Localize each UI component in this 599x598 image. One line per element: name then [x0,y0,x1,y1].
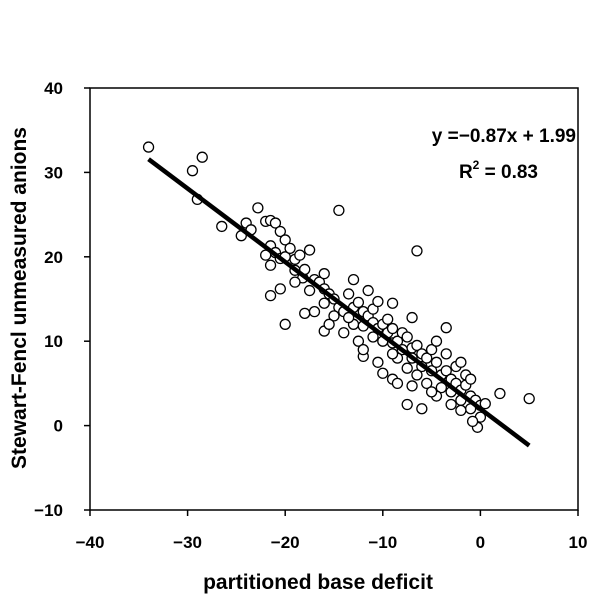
data-point [367,331,379,343]
y-tick-label: −10 [34,501,63,520]
data-point [323,318,335,330]
data-point [372,356,384,368]
data-point [401,331,413,343]
data-point [269,217,282,229]
r-squared-value: = 0.83 [479,162,538,183]
y-tick-label: 10 [44,332,63,351]
data-point [279,318,291,330]
x-tick-label: 10 [569,533,588,552]
regression-line [147,157,531,448]
data-point [406,380,418,392]
data-point [362,284,374,297]
data-point [425,386,438,398]
data-point [391,377,404,390]
data-point [216,220,228,233]
data-point [411,245,423,257]
data-point [406,311,418,324]
y-tick-label: 40 [44,79,63,98]
x-tick-label: 0 [476,533,485,552]
x-tick-label: −20 [271,533,300,552]
data-point [347,273,360,286]
data-point [445,398,457,411]
data-points [142,141,535,433]
y-tick-label: 30 [44,163,63,182]
data-point [264,259,277,271]
data-point [421,352,433,364]
data-point [377,367,389,379]
data-point [308,306,321,318]
data-point [466,415,479,428]
plot-frame [89,87,579,511]
y-tick-label: 0 [54,417,63,436]
data-point [299,307,311,319]
x-tick-label: −40 [76,533,105,552]
data-point [352,296,365,309]
data-point [440,322,452,334]
data-point [318,297,330,309]
data-point [284,242,296,255]
data-point [274,283,286,295]
data-point [274,225,286,238]
data-point [328,310,340,322]
data-point [455,404,467,417]
x-tick-label: −30 [173,533,202,552]
data-point [264,289,277,302]
data-point [430,356,443,368]
data-point [333,204,345,217]
data-point [430,335,443,347]
data-point [372,295,384,308]
data-point [416,403,428,415]
data-point [289,276,301,288]
data-point [186,165,199,177]
data-point [425,343,438,356]
data-point [196,151,208,163]
data-point [401,362,413,374]
data-point [303,244,316,256]
data-point [494,387,506,400]
data-point [440,348,452,360]
data-point [411,339,423,352]
r-squared-prefix: R [459,162,473,183]
y-axis-ticks: −10 0 10 20 30 40 [34,79,90,520]
data-point [421,377,433,390]
data-point [294,249,306,261]
data-point [142,141,155,153]
x-axis-title: partitioned base deficit [203,571,433,594]
data-point [523,392,535,405]
x-tick-label: −10 [368,533,397,552]
data-point [342,311,355,324]
data-point [279,234,291,246]
y-tick-label: 20 [44,248,63,267]
data-point [455,356,467,368]
data-point [386,297,399,309]
data-point [352,335,365,347]
data-point [342,288,355,300]
data-point [318,268,330,280]
data-point [386,348,399,360]
y-axis-title: Stewart-Fencl unmeasured anions [8,127,31,469]
data-point [386,322,399,335]
data-point [357,343,369,356]
data-point [479,398,491,410]
data-point [440,365,452,377]
data-point [303,284,316,297]
data-point [435,381,448,394]
data-point [401,398,413,411]
equation-annotation: y =−0.87x + 1.99 [432,126,576,147]
data-point [252,202,264,214]
r-squared-annotation: R2 = 0.83 [459,158,538,183]
data-point [411,369,423,381]
x-axis-ticks: −40 −30 −20 −10 0 10 [76,510,588,552]
data-point [464,373,477,385]
data-point [382,313,394,325]
r-squared-superscript: 2 [473,158,480,172]
data-point [338,327,350,339]
